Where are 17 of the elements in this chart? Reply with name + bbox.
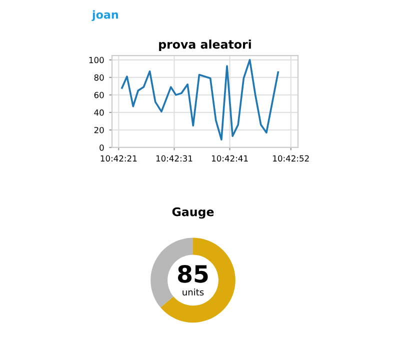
y-tick-label: 80	[94, 74, 104, 81]
x-tick-label: 10:42:21	[100, 155, 137, 162]
data-label: 85	[178, 264, 208, 283]
y-tick-label: 60	[94, 92, 104, 98]
y-tick-label: 40	[94, 109, 104, 116]
y-tick-label: 100	[89, 56, 104, 64]
x-tick-label: 10:42:31	[156, 155, 192, 162]
x-tick-label: 10:42:41	[212, 155, 248, 162]
text: joan	[92, 10, 118, 22]
chart-title: Gauge	[172, 207, 214, 219]
chart-title: prova aleatori	[159, 40, 251, 52]
line-series	[121, 58, 280, 140]
x-tick-label: 10:42:52	[273, 155, 309, 162]
y-tick-label: 0	[100, 144, 104, 151]
y-tick-label: 20	[94, 126, 104, 134]
text: units	[182, 288, 204, 296]
donut-slice	[160, 238, 236, 323]
